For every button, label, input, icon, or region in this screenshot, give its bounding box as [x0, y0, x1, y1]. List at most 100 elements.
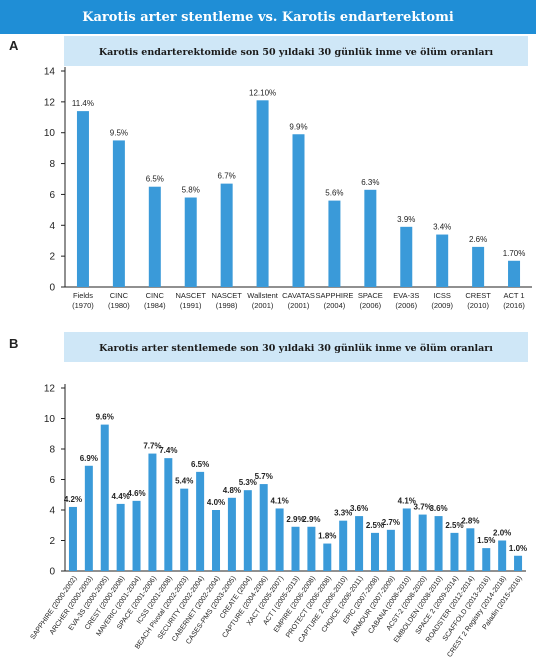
bar: [482, 548, 491, 571]
bar: [307, 526, 316, 571]
bar: [84, 465, 93, 571]
bar: [291, 526, 300, 571]
x-tick-label-year: (2006): [360, 301, 382, 310]
x-tick-label-year: (1980): [108, 301, 130, 310]
x-tick-label: ICSS: [433, 291, 451, 300]
x-tick-label-year: (2004): [324, 301, 346, 310]
y-tick-label: 12: [44, 97, 56, 108]
bar: [364, 189, 377, 287]
bar: [323, 543, 332, 571]
bar: [212, 510, 221, 571]
bar: [164, 458, 173, 571]
data-label: 4.8%: [223, 486, 241, 495]
data-label: 4.4%: [112, 492, 130, 501]
y-tick-label: 2: [49, 536, 55, 547]
data-label: 4.1%: [398, 496, 416, 505]
bar: [227, 497, 236, 571]
data-label: 3.6%: [350, 504, 368, 513]
bar: [436, 234, 449, 287]
x-tick-label-year: (2009): [431, 301, 453, 310]
data-label: 2.0%: [493, 529, 511, 538]
bar: [148, 186, 161, 287]
data-label: 4.6%: [127, 489, 145, 498]
bar: [220, 183, 233, 287]
x-tick-label: CINC: [146, 291, 165, 300]
bar: [386, 529, 395, 571]
x-tick-label-year: (1991): [180, 301, 202, 310]
y-tick-label: 4: [49, 221, 55, 232]
x-tick-label: ACT 1: [503, 291, 524, 300]
bar: [256, 100, 269, 287]
data-label: 3.9%: [397, 215, 415, 224]
y-tick-label: 10: [44, 128, 56, 139]
y-tick-label: 0: [49, 567, 55, 578]
x-tick-label: SPACE: [358, 291, 383, 300]
bar: [508, 260, 521, 287]
bar: [355, 516, 364, 571]
data-label: 2.5%: [366, 521, 384, 530]
y-tick-label: 0: [49, 283, 55, 294]
y-tick-label: 2: [49, 252, 55, 263]
x-tick-label: CINC: [110, 291, 129, 300]
x-tick-label-year: (2006): [395, 301, 417, 310]
x-tick-label-year: (2001): [252, 301, 274, 310]
bar: [184, 197, 197, 287]
x-tick-label-year: (1970): [72, 301, 94, 310]
bar: [275, 508, 284, 571]
bar: [180, 488, 189, 571]
bar: [498, 540, 507, 571]
bar: [466, 528, 475, 571]
data-label: 9.9%: [289, 122, 307, 131]
x-tick-label: CREST: [465, 291, 491, 300]
bar: [434, 516, 443, 571]
bar: [328, 200, 341, 287]
x-tick-label: Wallstent: [247, 291, 278, 300]
data-label: 4.0%: [207, 498, 225, 507]
x-tick-label: NASCET: [211, 291, 242, 300]
x-tick-label-year: (2010): [467, 301, 489, 310]
chart-b: B Karotis arter stentlemede son 30 yılda…: [9, 332, 528, 659]
chart-a-title: Karotis endarterektomide son 50 yıldaki …: [99, 47, 494, 58]
data-label: 5.8%: [182, 186, 200, 195]
data-label: 11.4%: [72, 99, 94, 108]
bar: [100, 424, 109, 571]
bar: [400, 226, 413, 287]
x-tick-label-year: (2016): [503, 301, 525, 310]
data-label: 6.7%: [218, 172, 236, 181]
data-label: 2.7%: [382, 518, 400, 527]
x-tick-label: SAPPHIRE: [315, 291, 353, 300]
bar: [450, 532, 459, 571]
data-label: 2.6%: [469, 235, 487, 244]
bar: [418, 514, 427, 571]
x-tick-label: Fields: [73, 291, 93, 300]
data-label: 9.5%: [110, 128, 128, 137]
y-tick-label: 6: [49, 190, 55, 201]
bar: [339, 520, 348, 571]
bar: [112, 140, 125, 287]
y-tick-label: 14: [44, 67, 56, 78]
bar: [243, 490, 252, 571]
data-label: 2.5%: [445, 521, 463, 530]
bar: [514, 555, 523, 571]
data-label: 5.4%: [175, 477, 193, 486]
data-label: 1.8%: [318, 532, 336, 541]
data-label: 1.70%: [503, 249, 526, 258]
data-label: 12.10%: [249, 88, 276, 97]
x-tick-label-year: (1998): [216, 301, 238, 310]
panel-label-a: A: [9, 38, 19, 53]
data-label: 5.7%: [255, 472, 273, 481]
chart-b-title-band: [64, 332, 528, 362]
bar: [472, 246, 485, 287]
y-tick-label: 6: [49, 475, 55, 486]
data-label: 6.5%: [191, 460, 209, 469]
data-label: 7.4%: [159, 446, 177, 455]
data-label: 3.7%: [414, 503, 432, 512]
bar: [148, 453, 157, 571]
data-label: 4.2%: [64, 495, 82, 504]
data-label: 1.0%: [509, 544, 527, 553]
data-label: 5.3%: [239, 478, 257, 487]
data-label: 3.6%: [429, 504, 447, 513]
data-label: 7.7%: [143, 442, 161, 451]
bar: [292, 134, 305, 287]
data-label: 6.3%: [361, 178, 379, 187]
